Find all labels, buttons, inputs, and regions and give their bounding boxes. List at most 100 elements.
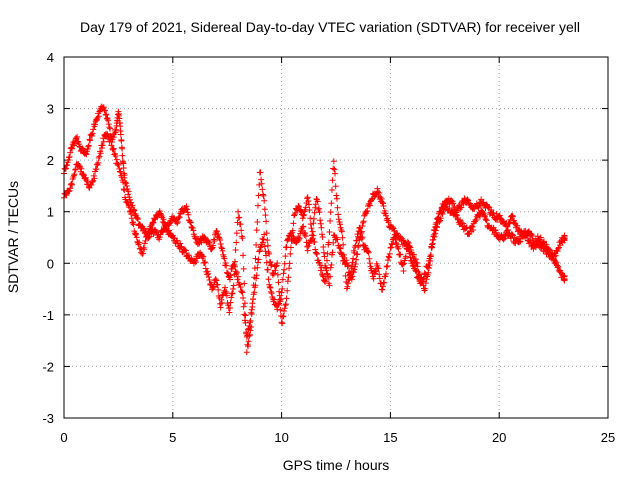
x-tick-label: 15	[383, 430, 397, 445]
data-point	[245, 343, 252, 350]
data-point	[80, 146, 87, 153]
data-point	[540, 238, 547, 245]
grid	[64, 57, 608, 418]
data-point	[319, 271, 326, 278]
data-point	[241, 300, 248, 307]
data-point	[281, 266, 288, 273]
data-point	[392, 239, 399, 246]
data-point	[128, 211, 135, 217]
data-point	[90, 126, 97, 133]
data-point	[259, 191, 266, 198]
data-point	[329, 177, 336, 184]
data-point	[246, 332, 253, 339]
data-point	[230, 286, 237, 293]
data-point	[346, 276, 353, 283]
data-point	[88, 181, 95, 188]
data-point	[351, 244, 358, 251]
data-point	[284, 287, 291, 294]
data-point	[376, 275, 383, 282]
data-point	[274, 260, 281, 267]
data-point	[290, 220, 297, 227]
data-point	[267, 284, 274, 291]
data-point	[322, 278, 329, 285]
data-point	[318, 264, 325, 271]
data-point	[378, 195, 385, 202]
data-point	[399, 261, 406, 268]
data-point	[178, 243, 185, 250]
data-point	[184, 206, 191, 213]
data-point	[187, 219, 194, 226]
data-point	[289, 227, 296, 234]
data-point	[555, 245, 562, 252]
data-point	[66, 153, 73, 160]
data-point	[97, 150, 104, 157]
data-point	[493, 229, 500, 236]
data-point	[245, 338, 252, 345]
data-point	[91, 175, 98, 182]
data-point	[299, 224, 306, 231]
data-point	[350, 269, 357, 276]
data-point	[273, 263, 280, 270]
data-point	[164, 228, 171, 235]
data-point	[277, 295, 284, 302]
data-point	[302, 230, 309, 237]
data-point	[263, 230, 270, 237]
data-point	[243, 349, 250, 356]
data-point	[354, 251, 361, 258]
data-point	[366, 202, 373, 209]
data-point	[314, 198, 321, 205]
data-point	[332, 183, 339, 190]
data-point	[458, 204, 465, 211]
data-point	[260, 192, 267, 199]
data-point	[228, 294, 235, 301]
data-point	[223, 288, 230, 295]
data-point	[74, 133, 81, 140]
data-point	[106, 124, 113, 131]
data-point	[261, 243, 268, 250]
data-point	[166, 220, 173, 227]
data-point	[429, 241, 436, 248]
data-point	[95, 154, 102, 161]
data-point	[248, 310, 255, 317]
data-point	[206, 276, 213, 283]
data-point	[247, 327, 254, 334]
data-point	[436, 209, 443, 216]
data-point	[134, 215, 141, 222]
data-point	[118, 137, 125, 144]
data-point	[247, 317, 254, 324]
data-point	[95, 113, 102, 120]
data-point	[265, 276, 272, 283]
data-point	[118, 174, 125, 181]
data-point	[162, 222, 169, 229]
data-point	[202, 259, 209, 266]
data-point	[130, 206, 137, 213]
data-point	[391, 234, 398, 241]
data-point	[555, 263, 562, 270]
data-point	[340, 241, 347, 248]
data-point	[356, 225, 363, 232]
data-point	[205, 274, 212, 281]
data-point	[435, 214, 442, 221]
data-point	[222, 260, 229, 267]
x-tick-label: 10	[274, 430, 288, 445]
data-point	[125, 188, 132, 195]
data-point	[288, 237, 295, 244]
data-point	[133, 230, 140, 237]
data-point	[327, 273, 334, 280]
data-point	[221, 255, 228, 262]
data-point	[72, 166, 79, 173]
data-point	[311, 209, 318, 216]
data-point	[99, 142, 106, 149]
data-point	[215, 234, 222, 241]
data-point	[257, 244, 264, 251]
data-point	[102, 111, 109, 118]
data-point	[233, 230, 240, 237]
data-point	[125, 199, 132, 206]
data-point	[230, 282, 237, 289]
data-point	[92, 121, 99, 128]
data-point	[123, 180, 130, 187]
data-point	[296, 235, 303, 242]
data-point	[140, 225, 147, 232]
data-point	[345, 280, 352, 287]
